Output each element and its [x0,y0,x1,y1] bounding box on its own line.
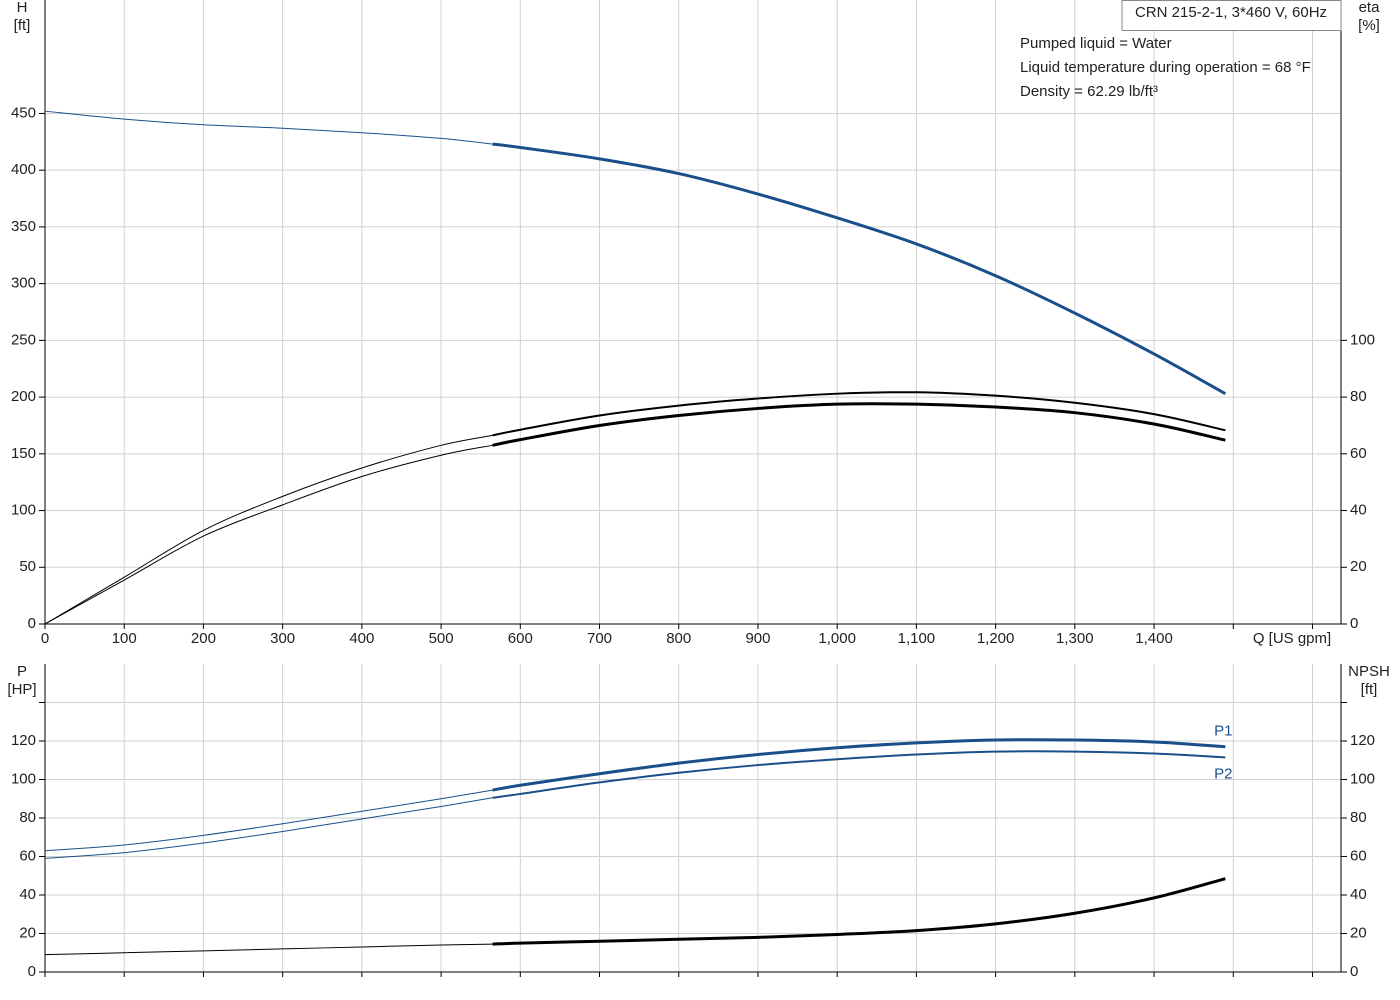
y2-axis-label: eta [1359,0,1381,16]
x-tick-label: 500 [429,630,454,647]
x-tick-label: 200 [191,630,216,647]
x-tick-label: 1,300 [1056,630,1094,647]
curve [44,444,493,625]
y2-tick-label: 60 [1350,445,1367,462]
y2-tick-label: 0 [1350,615,1358,632]
y-tick-label: 400 [11,161,36,178]
chart-title: CRN 215-2-1, 3*460 V, 60Hz [1135,4,1327,21]
y-axis-unit: [ft] [14,17,31,34]
curve [44,797,493,859]
y-tick-label: 80 [19,809,36,826]
curve [492,877,1226,946]
y2-tick-label: 20 [1350,924,1367,941]
y-tick-label: 50 [19,558,36,575]
x-tick-label: 1,400 [1135,630,1173,647]
annotation: Liquid temperature during operation = 68… [1020,59,1311,76]
y-tick-label: 100 [11,502,36,519]
x-tick-label: 300 [270,630,295,647]
curve [492,402,1226,447]
y2-tick-label: 100 [1350,331,1375,348]
y-tick-label: 300 [11,275,36,292]
curve [44,789,493,852]
y-tick-label: 100 [11,770,36,787]
y-tick-label: 60 [19,847,36,864]
x-tick-label: 800 [666,630,691,647]
curve [492,750,1226,799]
curve [44,943,493,956]
x-tick-label: 600 [508,630,533,647]
y-tick-label: 120 [11,732,36,749]
y-tick-label: 20 [19,924,36,941]
y2-tick-label: 120 [1350,732,1375,749]
y2-tick-label: 80 [1350,388,1367,405]
y2-tick-label: 40 [1350,502,1367,519]
x-tick-label: 100 [112,630,137,647]
y2-tick-label: 0 [1350,963,1358,980]
x-tick-label: 700 [587,630,612,647]
series-label: P2 [1214,765,1232,782]
annotation: Density = 62.29 lb/ft³ [1020,83,1158,100]
title-box [1121,0,1342,31]
y-axis-label: H [17,0,28,16]
y-tick-label: 200 [11,388,36,405]
x-axis-label: Q [US gpm] [1253,630,1331,647]
y2-tick-label: 100 [1350,770,1375,787]
x-tick-label: 1,200 [977,630,1015,647]
x-tick-label: 900 [745,630,770,647]
y-tick-label: 0 [28,963,36,980]
y-tick-label: 450 [11,104,36,121]
y-tick-label: 250 [11,331,36,348]
y-axis-label: P [17,663,27,680]
y2-axis-unit: [ft] [1361,681,1378,698]
curve [44,110,493,145]
x-tick-label: 1,100 [898,630,936,647]
y-tick-label: 350 [11,218,36,235]
y2-axis-label: NPSH [1348,663,1390,680]
curve [492,391,1226,437]
y2-tick-label: 20 [1350,558,1367,575]
y-tick-label: 0 [28,615,36,632]
x-tick-label: 0 [41,630,49,647]
y-tick-label: 40 [19,886,36,903]
y-tick-label: 150 [11,445,36,462]
curve [492,738,1226,792]
y2-axis-unit: [%] [1358,17,1380,34]
curve [492,142,1227,395]
x-tick-label: 1,000 [818,630,856,647]
y2-tick-label: 60 [1350,847,1367,864]
y-axis-unit: [HP] [7,681,36,698]
y2-tick-label: 80 [1350,809,1367,826]
curve [44,434,493,625]
series-label: P1 [1214,723,1232,740]
y2-tick-label: 40 [1350,886,1367,903]
x-tick-label: 400 [349,630,374,647]
annotation: Pumped liquid = Water [1020,35,1172,52]
